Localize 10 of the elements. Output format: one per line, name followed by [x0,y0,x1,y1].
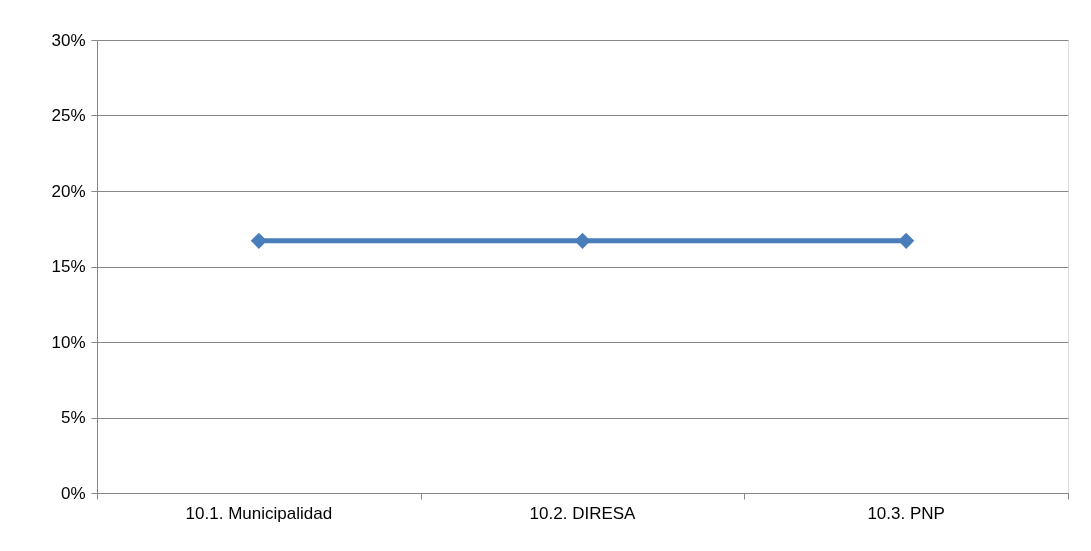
x-tick-label: 10.1. Municipalidad [185,504,333,523]
y-tick-label: 10% [51,332,86,352]
y-tick-label: 20% [51,181,86,201]
y-tick-label: 25% [51,106,86,125]
x-tick-label: 10.2. DIRESA [529,504,637,523]
y-tick-label: 30% [51,30,86,50]
y-tick-label: 15% [51,257,86,276]
x-tick-label: 10.3. PNP [867,504,945,523]
y-tick-label: 0% [60,483,86,503]
y-tick-label: 5% [60,408,86,427]
